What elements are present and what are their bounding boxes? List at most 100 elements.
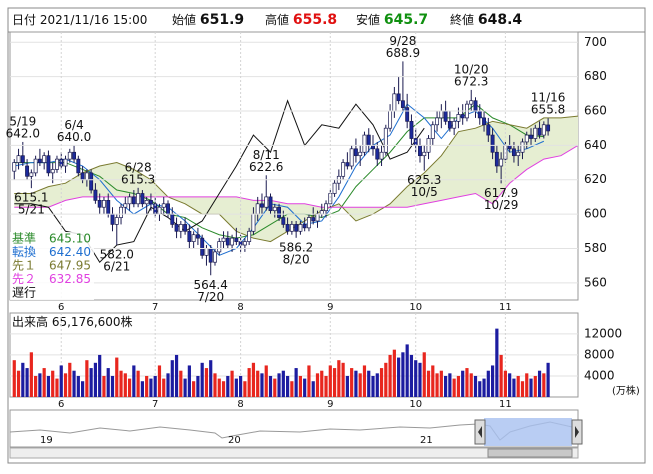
candle-body xyxy=(302,224,307,229)
candle-body xyxy=(230,237,235,246)
candle-body xyxy=(178,224,183,232)
candle-body xyxy=(511,148,516,157)
volume-bar xyxy=(76,375,80,397)
volume-bar xyxy=(192,381,196,397)
y-tick-label: 680 xyxy=(584,69,607,83)
volume-bar xyxy=(324,375,328,397)
candle-body xyxy=(520,141,525,153)
candle-body xyxy=(383,127,388,153)
annotation-value: 640.0 xyxy=(57,130,91,144)
candle-body xyxy=(12,162,17,172)
candle-body xyxy=(507,145,512,150)
volume-bar xyxy=(230,370,234,397)
candle-body xyxy=(170,213,175,225)
volume-bar xyxy=(268,375,273,397)
legend-value: 632.85 xyxy=(49,272,91,286)
annotation-value: 642.0 xyxy=(6,126,40,140)
candle-body xyxy=(264,196,269,208)
price-plot xyxy=(12,61,578,276)
volume-bar xyxy=(473,375,478,397)
annotation-value: 615.3 xyxy=(121,172,155,186)
candle-body xyxy=(447,120,452,129)
y-tick-label: 12000 xyxy=(584,326,622,340)
volume-bar xyxy=(448,373,452,397)
volume-bar xyxy=(102,375,106,397)
candle-body xyxy=(268,196,273,212)
candle-body xyxy=(148,200,153,205)
candle-body xyxy=(362,134,367,153)
y-tick-label: 560 xyxy=(584,275,607,289)
volume-bar xyxy=(68,362,72,397)
candle-body xyxy=(208,248,213,263)
volume-bar xyxy=(384,362,388,397)
label: 高値 xyxy=(265,12,289,27)
volume-bar xyxy=(392,349,396,397)
volume-bar xyxy=(234,378,238,397)
candle-body xyxy=(234,237,239,242)
x-tick-label: 10 xyxy=(409,302,422,313)
candle-body xyxy=(409,120,414,139)
volume-bar xyxy=(542,373,546,397)
candle-body xyxy=(187,230,192,242)
annotation-date: 6/4 xyxy=(64,118,83,132)
volume-bar xyxy=(89,368,93,397)
candle-body xyxy=(20,155,25,163)
x-tick-label: 11 xyxy=(499,399,512,410)
candle-body xyxy=(482,117,486,126)
volume-bar xyxy=(298,375,303,397)
volume-bar xyxy=(106,368,110,397)
annotation-value: 617.9 xyxy=(484,186,518,200)
candle-body xyxy=(529,134,533,139)
volume-bar xyxy=(439,370,443,397)
volume-bar xyxy=(162,378,166,397)
candle-body xyxy=(349,148,354,167)
volume-bar xyxy=(520,381,525,397)
volume-bar xyxy=(362,365,367,397)
volume-bar xyxy=(183,378,187,397)
volume-bar xyxy=(401,352,405,397)
candle-body xyxy=(328,193,333,205)
candle-body xyxy=(37,158,42,163)
candle-body xyxy=(140,193,145,205)
candle-body xyxy=(400,100,405,108)
candle-body xyxy=(430,124,435,139)
volume-bar xyxy=(217,378,221,397)
volume-bar xyxy=(25,368,29,397)
x-tick-label: 8 xyxy=(237,399,243,410)
volume-bar xyxy=(221,381,226,397)
candle-body xyxy=(242,241,247,246)
candle-body xyxy=(50,169,55,174)
navigator-selection[interactable] xyxy=(484,418,572,446)
date-label: 日付 xyxy=(12,13,36,27)
candle-body xyxy=(353,148,358,157)
annotation-value: 586.2 xyxy=(279,240,313,254)
candle-body xyxy=(200,237,205,256)
candle-body xyxy=(486,124,491,136)
candle-body xyxy=(131,196,136,205)
volume-bar xyxy=(179,370,183,397)
legend-name: 基準 xyxy=(12,231,36,246)
candle-body xyxy=(345,162,350,167)
y-tick-label: 580 xyxy=(584,241,607,255)
volume-bar xyxy=(345,375,349,397)
candle-body xyxy=(29,172,34,177)
header-label: 日付 2021/11/16 15:00 xyxy=(12,13,147,27)
scroll-thumb[interactable] xyxy=(487,448,573,458)
navigator[interactable]: 19 20 21 xyxy=(9,409,583,459)
annotation-value: 625.3 xyxy=(407,173,441,187)
x-tick-label: 7 xyxy=(152,399,158,410)
volume-bar xyxy=(367,370,371,397)
candle-body xyxy=(289,224,294,232)
volume-bar xyxy=(123,373,127,397)
annotation-date: 8/11 xyxy=(253,148,280,162)
scrollbar[interactable] xyxy=(9,447,579,459)
candle-body xyxy=(452,120,457,129)
candle-body xyxy=(499,158,504,167)
volume-bar xyxy=(132,365,136,397)
candle-body xyxy=(161,203,166,208)
volume-bar xyxy=(174,354,179,397)
annotation-value: 655.8 xyxy=(531,103,565,117)
volume-bar xyxy=(358,373,362,397)
volume-bar xyxy=(38,373,42,397)
